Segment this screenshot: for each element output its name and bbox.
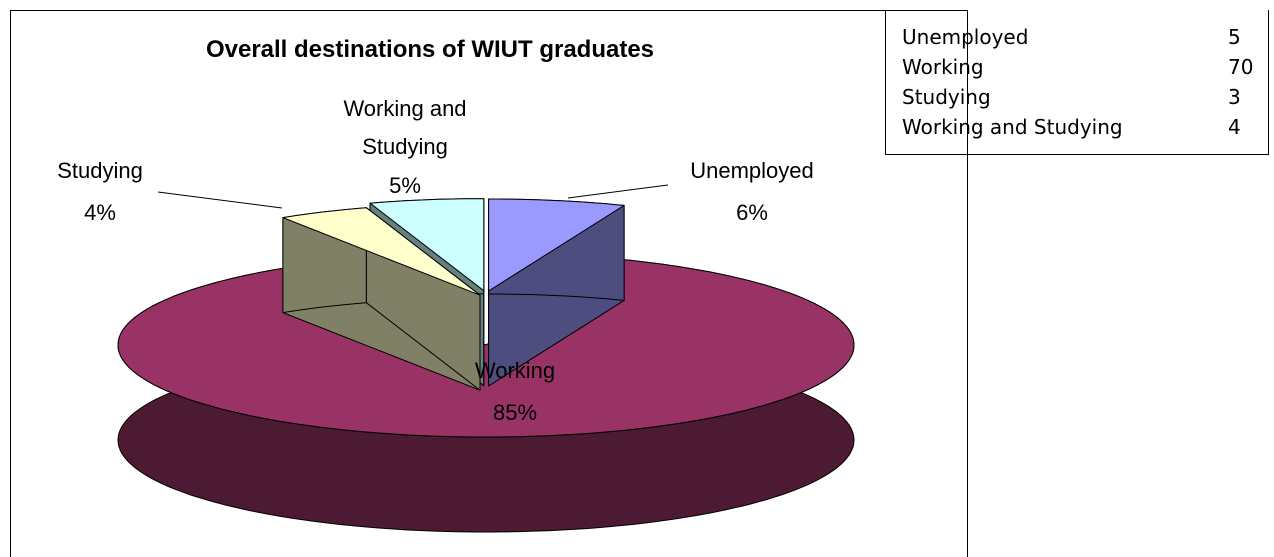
- table-cell: Working: [902, 55, 984, 79]
- slice: [488, 198, 625, 387]
- slice-top: [369, 198, 485, 292]
- slice-value-label: 4%: [84, 200, 116, 225]
- table-cell: Unemployed: [902, 25, 1029, 49]
- table-cell: Studying: [902, 85, 991, 109]
- leader-line: [567, 184, 669, 199]
- slice-value-label: 5%: [389, 173, 421, 198]
- slice-label: Working and Studying: [343, 96, 467, 159]
- slice-top: [282, 207, 481, 296]
- data-table: Unemployed 5 Working 70 Studying 3 Working and…: [885, 10, 1269, 155]
- leader-line: [157, 191, 283, 209]
- table-cell: Working and Studying: [902, 115, 1123, 139]
- table-row: Unemployed 5: [902, 22, 1248, 52]
- table-row: Working and Studying 4: [902, 112, 1248, 142]
- slice-top: [488, 198, 625, 292]
- table-row: Working 70: [902, 52, 1253, 82]
- table-cell: 3: [1228, 85, 1241, 109]
- table-cell: 4: [1228, 115, 1241, 139]
- pie: [117, 198, 855, 533]
- chart-title: Overall destinations of WIUT graduates: [205, 36, 655, 63]
- slice-label: Working: [474, 358, 556, 383]
- table-row: Studying 3: [902, 82, 1248, 112]
- table-cell: 5: [1228, 25, 1241, 49]
- slice-value-label: 6%: [736, 200, 768, 225]
- slice-label: Unemployed: [690, 158, 814, 183]
- table-cell: 70: [1228, 55, 1254, 79]
- slice-label: Studying: [57, 158, 143, 183]
- chart-border: [10, 10, 968, 557]
- slice: [282, 207, 481, 391]
- slice-value-label: 85%: [492, 400, 538, 425]
